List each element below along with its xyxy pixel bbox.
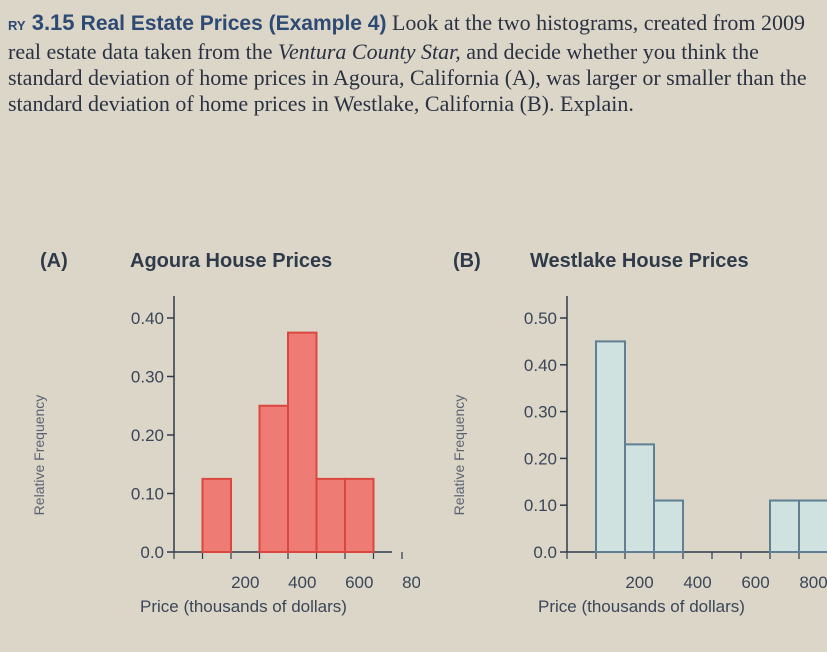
histogram-bar: [344, 477, 375, 553]
problem-text: RY 3.15 Real Estate Prices (Example 4) L…: [8, 10, 808, 117]
y-axis-label: Relative Frequency: [451, 395, 467, 516]
y-tick-label: 0.30: [131, 368, 164, 387]
panel-label: (A): [40, 250, 68, 272]
problem-number-value: 3.15: [31, 10, 75, 35]
chart-title: Agoura House Prices: [130, 250, 332, 272]
histogram-bar: [595, 340, 626, 554]
histogram-bar: [315, 477, 346, 553]
x-tick-label: 600: [741, 573, 769, 592]
y-tick-label: 0.0: [533, 543, 557, 562]
histogram-bar: [798, 499, 827, 553]
x-tick-label: 800: [402, 573, 420, 592]
y-tick-label: 0.0: [140, 543, 164, 562]
x-tick-label: 400: [288, 573, 316, 592]
problem-source: Ventura County Star,: [277, 39, 461, 64]
y-tick-label: 0.50: [524, 309, 557, 328]
x-tick-label: 600: [345, 573, 373, 592]
histogram-a: (A) Agoura House Prices Relative Frequency…: [31, 250, 420, 616]
chart-title: Westlake House Prices: [530, 250, 749, 272]
y-tick-label: 0.10: [131, 485, 164, 504]
problem-text-before: Look at the two histograms, created from…: [8, 10, 805, 64]
y-tick-label: 0.30: [524, 403, 557, 422]
x-axis-label: Price (thousands of dollars): [140, 597, 347, 616]
x-tick-label: 200: [231, 573, 259, 592]
problem-number: RY 3.15 Real Estate Prices (Example 4): [8, 10, 386, 35]
histogram-bar: [769, 499, 800, 553]
y-tick-label: 0.20: [131, 426, 164, 445]
problem-text-after: and decide whether you think the standar…: [8, 39, 807, 116]
histogram-bar: [653, 499, 684, 553]
x-tick-label: 400: [683, 573, 711, 592]
problem-prefix: RY: [8, 18, 26, 33]
y-axis-label: Relative Frequency: [31, 395, 47, 516]
problem-title: Real Estate Prices (Example 4): [80, 12, 387, 35]
y-tick-label: 0.20: [524, 449, 557, 468]
y-tick-label: 0.10: [524, 496, 557, 515]
x-axis-label: Price (thousands of dollars): [538, 597, 745, 616]
panel-label: (B): [453, 250, 481, 272]
histogram-bar: [258, 404, 289, 553]
x-tick-label: 200: [625, 573, 653, 592]
y-tick-label: 0.40: [524, 356, 557, 375]
histogram-bar: [624, 443, 655, 553]
y-tick-label: 0.40: [131, 309, 164, 328]
histogram-b: (B) Westlake House Prices Relative Frequen…: [451, 250, 827, 616]
histogram-bar: [201, 477, 232, 553]
x-tick-label: 800: [799, 573, 827, 592]
histogram-bar: [287, 331, 318, 553]
